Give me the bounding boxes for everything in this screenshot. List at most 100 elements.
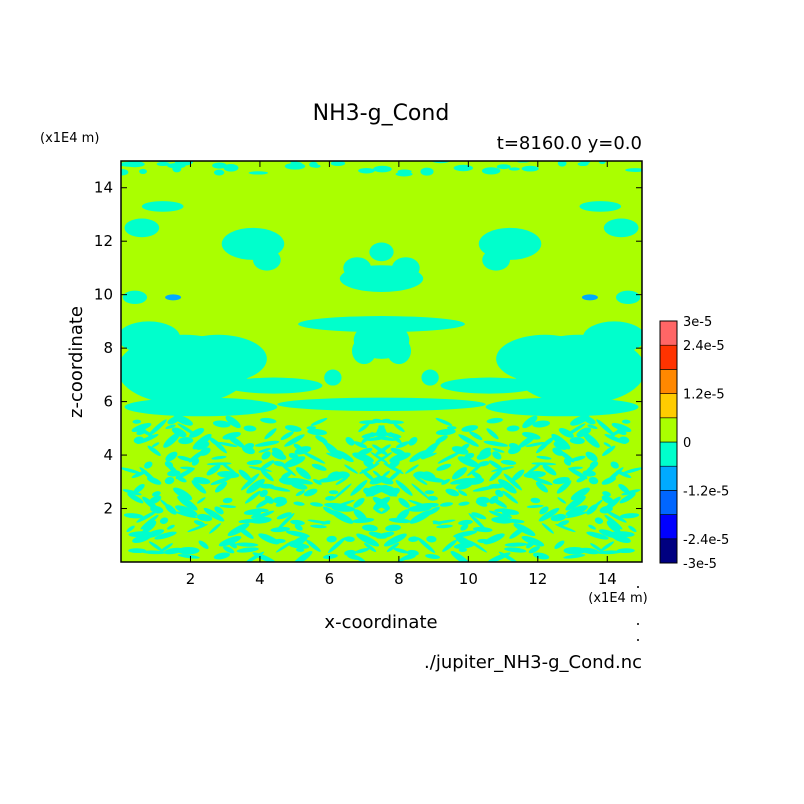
turbulent-blob-446 [358,423,370,433]
turbulent-blob-152 [254,508,269,513]
turbulent-blob-115 [458,519,473,526]
turbulent-blob-93 [513,523,536,537]
y-tick-label-1: 4 [103,446,113,464]
turbulent-blob-32 [354,548,370,554]
turbulent-blob-24 [222,546,235,554]
turbulent-blob-195 [489,495,499,504]
turbulent-blob-428 [361,432,379,439]
turbulent-blob-16 [128,548,147,554]
turbulent-blob-435 [596,419,615,437]
turbulent-blob-48 [306,539,321,552]
turbulent-blob-78 [285,530,310,538]
turbulent-blob-359 [479,447,492,456]
turbulent-blob-212 [328,490,339,495]
turbulent-blob-398 [209,437,218,446]
turbulent-blob-316 [246,459,263,466]
corner-dot-2 [637,623,639,625]
x-tick-label-3: 8 [394,570,404,588]
upper-patch-8 [124,218,160,238]
turbulent-blob-301 [467,464,483,477]
turbulent-blob-183 [372,496,390,510]
turbulent-blob-458 [225,415,241,429]
turbulent-blob-214 [334,483,352,499]
turbulent-blob-275 [489,469,503,482]
turbulent-blob-422 [264,428,277,440]
top-speckle-7 [358,167,375,174]
turbulent-blob-397 [551,433,571,450]
y-tick-label-4: 10 [94,286,113,304]
turbulent-blob-434 [148,419,167,437]
turbulent-blob-221 [618,483,630,494]
turbulent-blob-385 [395,441,410,449]
x-tick-label-1: 4 [255,570,265,588]
turbulent-blob-11 [425,554,440,559]
turbulent-blob-79 [453,530,478,538]
turbulent-blob-394 [178,437,194,445]
turbulent-blob-39 [554,540,565,549]
turbulent-blob-252 [290,477,313,485]
turbulent-blob-272 [238,469,252,482]
turbulent-blob-466 [380,418,391,423]
turbulent-blob-254 [312,478,322,485]
turbulent-blob-416 [171,427,187,438]
turbulent-blob-273 [511,469,525,482]
turbulent-blob-437 [587,424,598,429]
turbulent-blob-112 [276,512,295,531]
top-speckle-24 [290,161,300,168]
turbulent-blob-353 [552,447,564,456]
turbulent-blob-237 [369,485,394,493]
turbulent-blob-307 [383,462,404,474]
turbulent-blob-258 [335,476,349,485]
turbulent-blob-247 [531,477,553,486]
turbulent-blob-44 [275,540,295,553]
turbulent-blob-369 [603,442,612,448]
upper-patch-11 [615,290,641,305]
turbulent-blob-65 [426,535,437,543]
turbulent-blob-393 [583,432,600,448]
turbulent-blob-241 [588,477,599,485]
turbulent-blob-338 [288,452,299,460]
turbulent-blob-339 [464,452,475,460]
turbulent-blob-234 [350,480,368,496]
turbulent-blob-255 [441,478,451,485]
turbulent-blob-455 [570,414,590,426]
turbulent-blob-314 [206,462,232,466]
turbulent-blob-200 [122,489,142,496]
turbulent-blob-306 [359,462,380,474]
turbulent-blob-101 [385,524,401,532]
turbulent-blob-198 [324,495,336,501]
turbulent-blob-425 [469,431,483,441]
turbulent-blob-56 [218,535,242,547]
turbulent-blob-328 [177,455,194,462]
mid-band-3 [496,334,594,383]
turbulent-blob-82 [126,525,135,533]
turbulent-blob-427 [435,428,456,436]
turbulent-blob-277 [471,471,482,479]
upper-patch-9 [603,218,639,238]
turbulent-blob-127 [565,511,588,519]
top-speckle-28 [431,161,451,164]
turbulent-blob-421 [522,432,541,440]
top-speckle-19 [557,161,567,167]
turbulent-blob-392 [163,432,180,448]
colorbar-segment-0 [659,538,678,564]
turbulent-blob-123 [619,513,640,519]
turbulent-blob-181 [398,497,410,508]
turbulent-blob-57 [521,535,545,547]
top-speckle-11 [156,162,170,167]
turbulent-blob-25 [528,546,541,554]
upper-patch-12 [141,201,184,212]
turbulent-blob-165 [565,495,586,511]
turbulent-blob-134 [254,510,275,519]
turbulent-blob-244 [193,476,211,485]
upper-patch-13 [579,201,622,212]
turbulent-blob-269 [568,467,588,480]
turbulent-blob-286 [382,470,391,478]
turbulent-blob-348 [375,452,393,464]
turbulent-blob-113 [468,512,487,531]
turbulent-blob-146 [175,505,198,517]
turbulent-blob-406 [345,436,355,446]
turbulent-blob-285 [388,469,402,482]
turbulent-blob-52 [363,542,377,553]
turbulent-blob-148 [214,506,224,515]
